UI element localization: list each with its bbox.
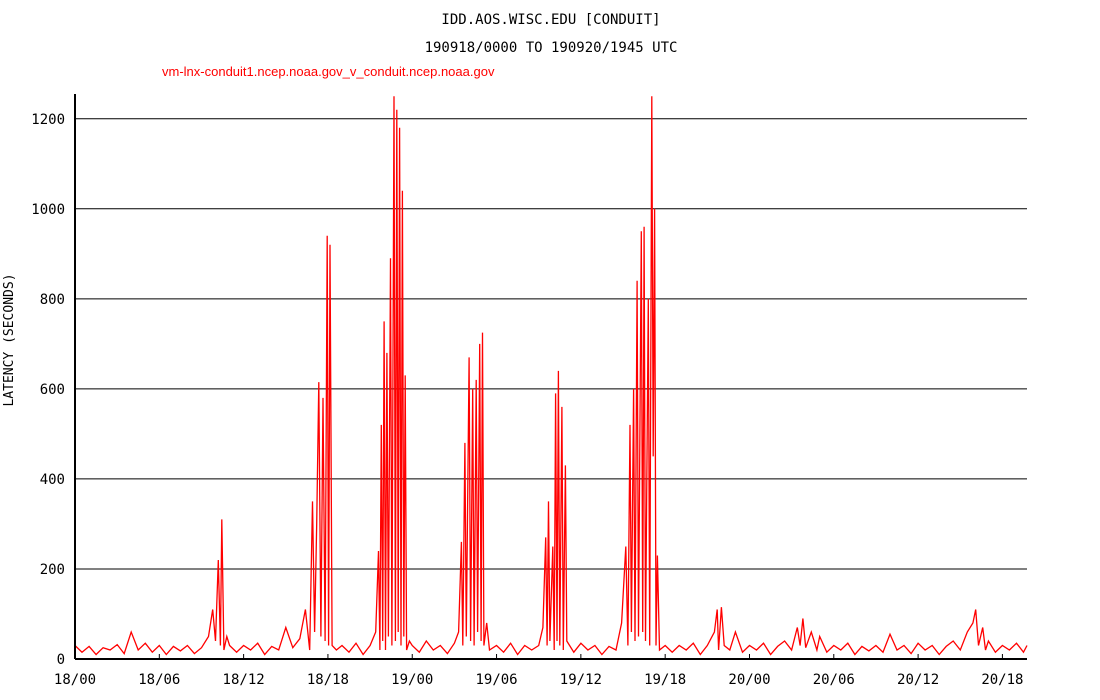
x-tick-label: 18/18 <box>307 672 349 688</box>
x-tick-label: 20/00 <box>728 672 770 688</box>
y-axis-label: LATENCY (SECONDS) <box>2 273 17 406</box>
x-tick-label: 19/12 <box>560 672 602 688</box>
y-tick-label: 1200 <box>31 112 65 128</box>
chart-subtitle: 190918/0000 TO 190920/1945 UTC <box>425 40 678 56</box>
x-tick-label: 19/18 <box>644 672 686 688</box>
series-legend-label: vm-lnx-conduit1.ncep.noaa.gov_v_conduit.… <box>162 64 495 79</box>
gridlines <box>75 118 1027 570</box>
x-tick-label: 20/12 <box>897 672 939 688</box>
y-tick-label: 0 <box>57 652 65 668</box>
x-ticks: 18/00 18/06 18/12 18/18 19/00 19/06 19/12 19/18… <box>54 654 1023 688</box>
x-tick-label: 18/12 <box>223 672 265 688</box>
x-tick-label: 20/18 <box>981 672 1023 688</box>
y-tick-label: 1000 <box>31 202 65 218</box>
x-tick-label: 19/06 <box>475 672 517 688</box>
chart-title: IDD.AOS.WISC.EDU [CONDUIT] <box>441 12 660 28</box>
x-tick-label: 19/00 <box>391 672 433 688</box>
y-tick-label: 800 <box>40 292 65 308</box>
y-ticks: 0 200 400 600 800 1000 1200 <box>31 112 65 668</box>
y-tick-label: 400 <box>40 472 65 488</box>
x-tick-label: 20/06 <box>813 672 855 688</box>
x-tick-label: 18/00 <box>54 672 96 688</box>
series-line <box>74 96 1028 656</box>
y-tick-label: 200 <box>40 562 65 578</box>
y-tick-label: 600 <box>40 382 65 398</box>
x-tick-label: 18/06 <box>138 672 180 688</box>
